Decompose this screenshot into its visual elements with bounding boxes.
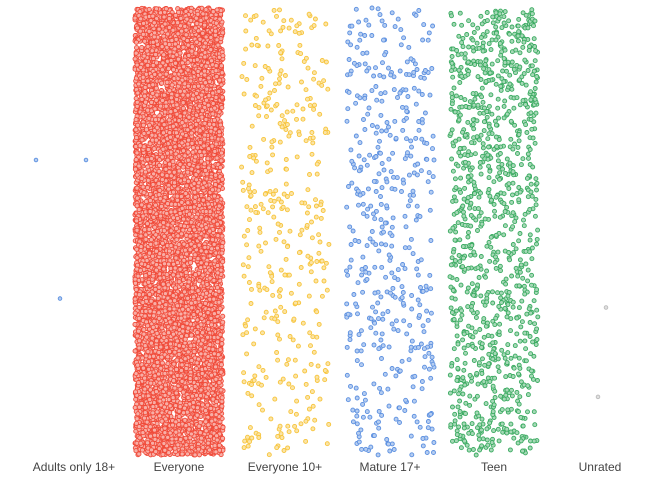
point	[154, 421, 160, 427]
point	[197, 278, 203, 284]
point	[57, 296, 63, 301]
point	[198, 265, 204, 271]
point	[185, 283, 191, 289]
point	[208, 405, 214, 411]
points-layer	[33, 5, 609, 458]
point	[191, 349, 197, 355]
point	[143, 198, 149, 205]
point	[142, 343, 148, 349]
point	[210, 237, 216, 243]
point	[135, 411, 141, 417]
point	[33, 157, 39, 163]
point	[215, 309, 222, 315]
point	[139, 44, 145, 51]
point	[132, 56, 138, 62]
point	[167, 144, 173, 151]
point	[180, 328, 186, 334]
point	[208, 315, 214, 321]
point	[220, 313, 226, 319]
point	[185, 141, 191, 147]
point	[192, 199, 198, 205]
point	[134, 255, 140, 261]
point	[214, 245, 220, 251]
point	[142, 84, 148, 90]
point	[210, 346, 216, 352]
point	[150, 56, 156, 62]
point	[184, 451, 191, 457]
point	[143, 58, 149, 64]
point	[170, 189, 177, 195]
point	[174, 357, 180, 363]
point	[135, 355, 141, 361]
point	[211, 241, 217, 247]
point	[83, 157, 89, 163]
point	[205, 156, 211, 162]
point	[197, 235, 203, 241]
point	[171, 169, 177, 175]
point	[146, 203, 152, 209]
point	[211, 296, 217, 302]
point	[145, 62, 151, 68]
point	[141, 327, 147, 333]
point	[149, 48, 155, 54]
point	[141, 53, 147, 59]
point	[159, 360, 165, 366]
point	[147, 197, 153, 204]
point	[162, 430, 168, 436]
